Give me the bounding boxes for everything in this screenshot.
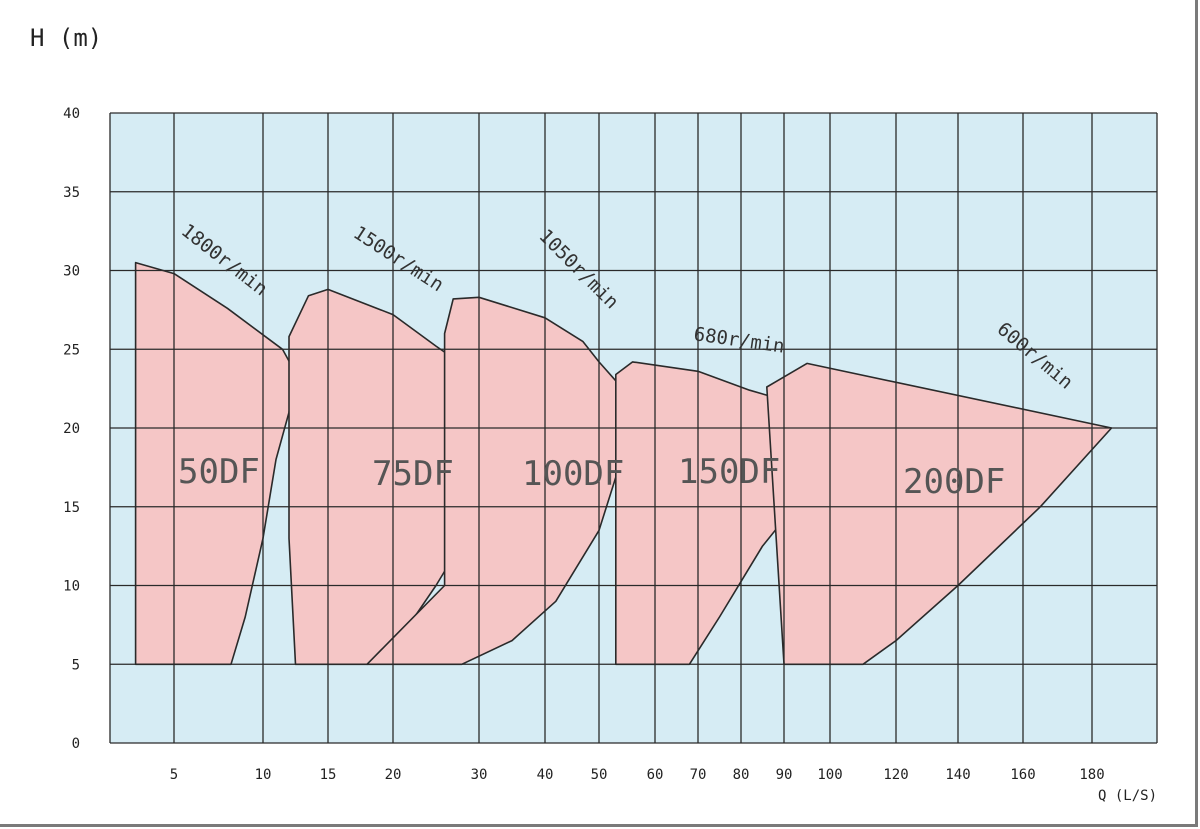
y-tick-label: 15 bbox=[63, 500, 80, 516]
x-tick-label: 40 bbox=[537, 767, 554, 783]
region-label-100df: 100DF bbox=[522, 454, 624, 494]
y-tick-label: 30 bbox=[63, 264, 80, 280]
x-tick-label: 180 bbox=[1079, 767, 1104, 783]
x-tick-label: 120 bbox=[883, 767, 908, 783]
y-axis-title: H (m) bbox=[30, 24, 102, 52]
x-tick-label: 20 bbox=[385, 767, 402, 783]
x-tick-label: 5 bbox=[170, 767, 178, 783]
x-tick-label: 70 bbox=[690, 767, 707, 783]
y-tick-label: 35 bbox=[63, 185, 80, 201]
region-label-200df: 200DF bbox=[903, 462, 1005, 502]
y-tick-label: 5 bbox=[72, 657, 80, 673]
x-axis-title: Q (L/S) bbox=[1098, 788, 1157, 804]
x-tick-label: 80 bbox=[733, 767, 750, 783]
x-tick-label: 50 bbox=[591, 767, 608, 783]
x-tick-label: 10 bbox=[255, 767, 272, 783]
x-tick-label: 60 bbox=[647, 767, 664, 783]
y-tick-label: 25 bbox=[63, 342, 80, 358]
x-tick-label: 160 bbox=[1010, 767, 1035, 783]
y-tick-label: 0 bbox=[72, 736, 80, 752]
region-label-75df: 75DF bbox=[372, 454, 454, 494]
y-tick-label: 20 bbox=[63, 421, 80, 437]
y-tick-label: 10 bbox=[63, 579, 80, 595]
region-label-150df: 150DF bbox=[678, 452, 780, 492]
x-tick-label: 30 bbox=[471, 767, 488, 783]
x-tick-label: 15 bbox=[320, 767, 337, 783]
region-label-50df: 50DF bbox=[178, 452, 260, 492]
x-tick-label: 90 bbox=[776, 767, 793, 783]
x-tick-label: 140 bbox=[945, 767, 970, 783]
x-tick-label: 100 bbox=[817, 767, 842, 783]
y-tick-label: 40 bbox=[63, 106, 80, 122]
